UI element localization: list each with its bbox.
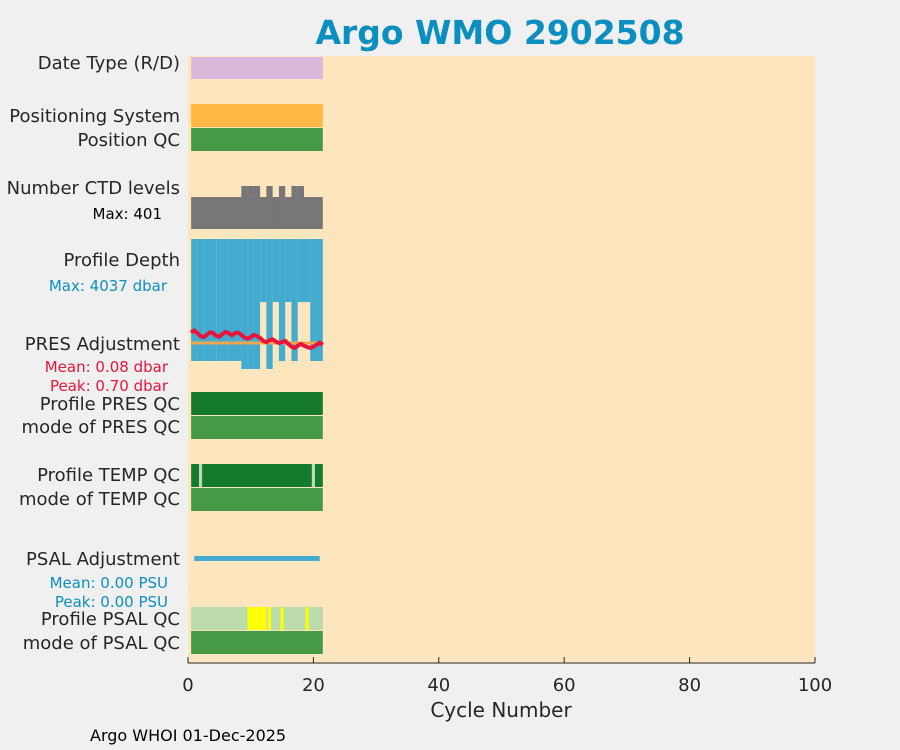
footer-text: Argo WHOI 01-Dec-2025 xyxy=(90,726,286,745)
bar-psal-qc-yellow-19 xyxy=(305,607,309,630)
bar-depth-cycle-19 xyxy=(303,239,311,302)
bar-depth-gap-18 xyxy=(299,302,303,362)
row-label-profile_pres_qc: Profile PRES QC xyxy=(40,394,180,415)
bar-pres-adj-zero xyxy=(191,341,323,345)
bar-depth-cycle-5 xyxy=(216,239,223,361)
bar-depth-cycle-21 xyxy=(316,239,323,361)
bar-ctd-cycle-9 xyxy=(241,186,248,229)
bar-depth-cycle-8 xyxy=(235,239,242,361)
x-tick-label-60: 60 xyxy=(553,675,576,696)
x-tick-label-20: 20 xyxy=(302,675,325,696)
row-label-profile_psal_qc: Profile PSAL QC xyxy=(41,609,180,630)
bar-depth-cycle-6 xyxy=(222,239,229,361)
bar-depth-cycle-3 xyxy=(203,239,210,361)
bar-depth-cycle-4 xyxy=(209,239,217,361)
bar-ctd-cycle-15 xyxy=(278,186,286,229)
bar-depth-cycle-14 xyxy=(272,239,279,302)
depth-max-label: Max: 4037 dbar xyxy=(49,277,168,295)
x-tick-label-100: 100 xyxy=(798,675,832,696)
row-label-ctd_levels: Number CTD levels xyxy=(7,178,180,199)
bar-depth-gap-12 xyxy=(261,302,265,362)
bar-ctd-cycle-18 xyxy=(297,186,304,229)
x-axis-label: Cycle Number xyxy=(430,698,572,722)
bar-depth-gap-16 xyxy=(286,302,290,362)
bar-depth-cycle-18 xyxy=(297,239,304,302)
bar-temp-qc-light-20 xyxy=(311,464,315,487)
bar-ctd-cycle-17 xyxy=(291,186,298,229)
bar-ctd-cycle-10 xyxy=(247,186,254,229)
row-label-profile_depth: Profile Depth xyxy=(63,250,180,271)
x-axis: 0 20 40 60 80 100 xyxy=(182,657,832,696)
row-label-profile_temp_qc: Profile TEMP QC xyxy=(37,465,180,486)
bar-ctd-cycle-13 xyxy=(266,186,273,229)
bar-depth-cycle-12 xyxy=(260,239,267,302)
bar-depth-cycle-9 xyxy=(241,239,248,369)
bar-psal-qc-yellow-10 xyxy=(249,607,253,630)
bar-psal-adjustment xyxy=(194,556,320,561)
x-tick-label-40: 40 xyxy=(427,675,450,696)
row-label-mode_psal_qc: mode of PSAL QC xyxy=(23,633,180,654)
bar-depth-gap-14 xyxy=(274,302,278,362)
bar-depth-gap-19 xyxy=(305,302,309,362)
bar-mode-psal-qc xyxy=(191,631,323,654)
bar-profile-temp-qc xyxy=(191,464,323,487)
x-tick-label-0: 0 xyxy=(182,675,193,696)
bar-depth-cycle-2 xyxy=(197,239,204,361)
bar-positioning xyxy=(191,104,323,127)
bar-depth-cycle-17 xyxy=(291,239,298,361)
row-label-position_qc: Position QC xyxy=(77,130,180,151)
data-bars xyxy=(190,57,324,654)
bar-psal-qc-yellow-11 xyxy=(255,607,259,630)
row-label-positioning: Positioning System xyxy=(9,106,180,127)
bar-depth-cycle-13 xyxy=(266,239,273,369)
bar-ctd-cycle-11 xyxy=(253,186,261,229)
bar-depth-cycle-1 xyxy=(191,239,198,361)
ctd-max-label: Max: 401 xyxy=(93,205,162,223)
bar-mode-pres-qc xyxy=(191,416,323,439)
bar-profile-pres-qc xyxy=(191,392,323,415)
row-label-pres_adjustment: PRES Adjustment xyxy=(25,334,180,355)
bar-depth-cycle-11 xyxy=(253,239,261,369)
row-labels: Date Type (R/D) Positioning System Positio… xyxy=(7,53,180,654)
row-label-psal_adjustment: PSAL Adjustment xyxy=(26,549,180,570)
pres-adj-stat-0: Mean: 0.08 dbar xyxy=(45,358,169,376)
bar-psal-qc-yellow-15 xyxy=(280,607,284,630)
bar-depth-cycle-7 xyxy=(228,239,236,361)
bar-depth-cycle-16 xyxy=(285,239,292,302)
psal-adj-stat-1: Peak: 0.00 PSU xyxy=(55,593,168,611)
bar-psal-qc-yellow-13 xyxy=(267,607,272,630)
x-tick-label-80: 80 xyxy=(678,675,701,696)
row-label-mode_temp_qc: mode of TEMP QC xyxy=(19,489,180,510)
row-label-mode_pres_qc: mode of PRES QC xyxy=(22,417,180,438)
chart-title: Argo WMO 2902508 xyxy=(315,13,684,52)
bar-date-type xyxy=(191,57,323,79)
bar-depth-cycle-10 xyxy=(247,239,254,369)
pres-adj-stat-1: Peak: 0.70 dbar xyxy=(50,377,169,395)
bar-depth-cycle-15 xyxy=(278,239,286,361)
bar-depth-cycle-20 xyxy=(310,239,317,361)
bar-temp-qc-light-2 xyxy=(198,464,203,487)
row-label-date_type: Date Type (R/D) xyxy=(38,53,180,74)
psal-adj-stat-0: Mean: 0.00 PSU xyxy=(50,574,168,592)
bar-mode-temp-qc xyxy=(191,488,323,511)
bar-position-qc xyxy=(191,128,323,151)
pres-adjustment-line xyxy=(190,328,324,351)
